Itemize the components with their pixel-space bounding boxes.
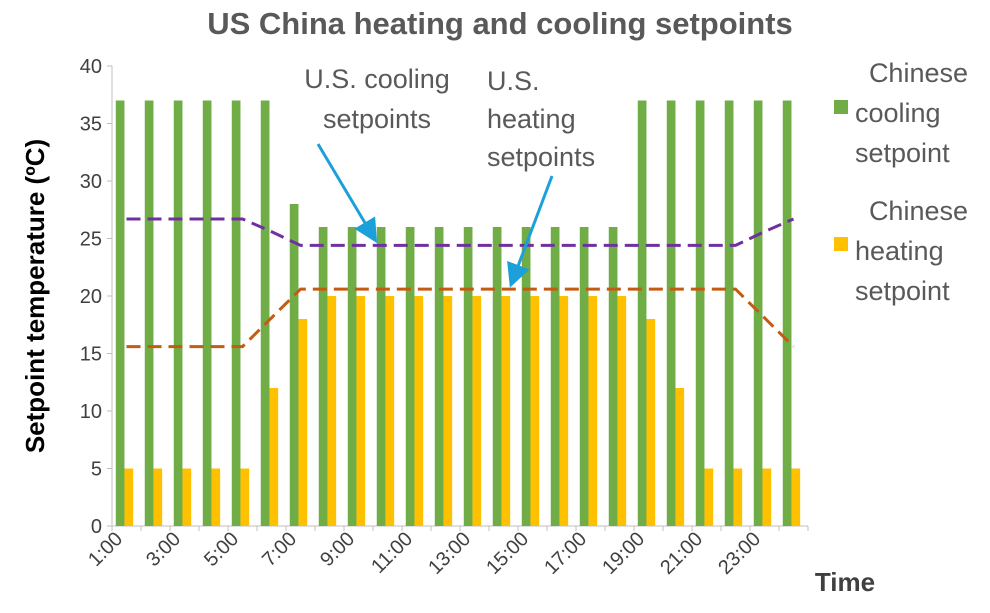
y-tick-label: 15 [80,344,102,366]
y-tick-label: 40 [80,56,102,78]
x-tick-label: 7:00 [258,528,301,571]
x-tick-label: 23:00 [714,528,765,579]
x-tick-label: 13:00 [424,528,475,579]
heating-setpoint-bar [733,468,743,526]
x-tick-label: 3:00 [142,528,185,571]
legend-swatch-heating [834,237,848,251]
cooling-setpoint-bar [376,227,386,526]
us-cooling-annotation-text: setpoints [323,104,431,134]
heating-setpoint-bar [646,319,656,526]
heating-setpoint-bar [327,296,337,526]
us-heating-annotation-text: heating [487,104,576,134]
cooling-setpoint-bar [144,100,154,526]
heating-setpoint-bar [588,296,598,526]
x-tick-label: 17:00 [540,528,591,579]
heating-setpoint-bar [559,296,569,526]
legend: Chinese cooling setpoint Chinese heating setp… [834,58,968,306]
x-tick-label: 9:00 [316,528,359,571]
us-heating-annotation-text: setpoints [487,142,595,172]
chart-title: US China heating and cooling setpoints [207,6,793,41]
legend-label-heating: Chinese [869,196,968,226]
x-tick-label: 5:00 [200,528,243,571]
legend-label-cooling: Chinese [869,58,968,88]
cooling-setpoint-bar [405,227,415,526]
us-cooling-setpoint-line [126,217,795,247]
bars [115,100,801,526]
legend-label-heating: setpoint [855,276,950,306]
x-tick-label: 11:00 [367,528,417,578]
y-tick-label: 10 [80,401,102,423]
y-axis-label: Setpoint temperature (ºC) [20,139,50,453]
heating-setpoint-bar [124,468,134,526]
cooling-setpoint-bar [492,227,502,526]
x-axis-label: Time [815,567,875,597]
cooling-setpoint-bar [463,227,473,526]
y-tick-label: 30 [80,171,102,193]
us-heating-arrow [507,175,554,288]
us-heating-annotation-text: U.S. [487,66,540,96]
y-tick-label: 20 [80,286,102,308]
heating-setpoint-bar [501,296,511,526]
cooling-setpoint-bar [115,100,125,526]
heating-setpoint-bar [762,468,772,526]
us-setpoint-lines [126,217,795,349]
cooling-setpoint-bar [608,227,618,526]
cooling-setpoint-bar [521,227,531,526]
y-tick-label: 0 [91,516,102,538]
heating-setpoint-bar [472,296,482,526]
cooling-setpoint-bar [550,227,560,526]
x-tick-label: 19:00 [598,528,649,579]
x-tick-label: 21:00 [656,528,707,579]
y-tick-label: 25 [80,229,102,251]
cooling-setpoint-bar [173,100,183,526]
annotations: U.S. cooling setpoints U.S. heating setpoint… [304,64,595,288]
legend-label-cooling: cooling [855,98,941,128]
heating-setpoint-bar [153,468,163,526]
cooling-setpoint-bar [579,227,589,526]
heating-setpoint-bar [704,468,714,526]
heating-setpoint-bar [211,468,221,526]
cooling-setpoint-bar [666,100,676,526]
heating-setpoint-bar [298,319,308,526]
legend-label-heating: heating [855,236,944,266]
cooling-setpoint-bar [347,227,357,526]
legend-swatch-cooling [834,100,848,114]
cooling-setpoint-bar [695,100,705,526]
cooling-setpoint-bar [231,100,241,526]
heating-setpoint-bar [269,388,279,526]
heating-setpoint-bar [414,296,424,526]
heating-setpoint-bar [182,468,192,526]
heating-setpoint-bar [385,296,395,526]
cooling-setpoint-bar [724,100,734,526]
heating-setpoint-bar [356,296,366,526]
cooling-setpoint-bar [637,100,647,526]
cooling-setpoint-bar [753,100,763,526]
x-tick-label: 15:00 [482,528,533,579]
heating-setpoint-bar [530,296,540,526]
y-tick-label: 5 [91,459,102,481]
us-cooling-arrow [316,143,378,244]
legend-label-cooling: setpoint [855,138,950,168]
us-heating-setpoint-line [126,287,795,349]
cooling-setpoint-bar [260,100,270,526]
cooling-setpoint-bar [202,100,212,526]
y-tick-label: 35 [80,114,102,136]
cooling-setpoint-bar [782,100,792,526]
heating-setpoint-bar [443,296,453,526]
heating-setpoint-bar [791,468,801,526]
us-cooling-annotation-text: U.S. cooling [304,64,450,94]
cooling-setpoint-bar [289,204,299,526]
heating-setpoint-bar [675,388,685,526]
heating-setpoint-bar [617,296,627,526]
cooling-setpoint-bar [434,227,444,526]
cooling-setpoint-bar [318,227,328,526]
heating-setpoint-bar [240,468,250,526]
